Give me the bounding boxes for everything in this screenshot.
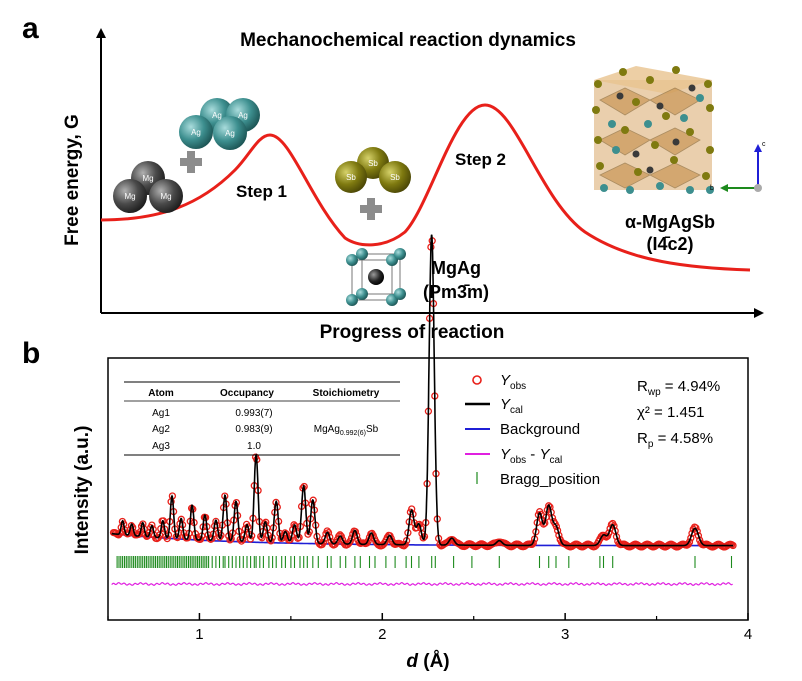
step-1-label: Step 1	[236, 182, 287, 201]
legend-marker-yobs	[472, 375, 482, 385]
mgagsb-crystal-structure	[592, 66, 714, 194]
crystal-axis-triad: c b	[710, 141, 766, 192]
ag-atom-label: Ag	[225, 129, 235, 138]
ycal-line	[111, 234, 734, 547]
table-cell: 0.993(7)	[235, 408, 272, 419]
yobs-point	[545, 502, 553, 510]
mg-atom-label: Mg	[160, 192, 171, 201]
x-axis-ticks: 1 2 3 4	[107, 613, 752, 643]
yobs-point	[212, 517, 220, 526]
table-cell: Ag3	[152, 441, 170, 452]
yobs-point	[692, 524, 700, 532]
table-cell: Ag1	[152, 408, 170, 419]
legend-label-difference: Yobs - Ycal	[500, 446, 562, 466]
panel-a-label: a	[22, 12, 39, 45]
table-cell-stoichiometry: MgAg0.992(6)Sb	[314, 424, 379, 437]
axis-c-label: c	[762, 141, 766, 148]
yobs-point	[539, 520, 548, 528]
bragg-ticks	[116, 556, 733, 568]
ag-atom-label: Ag	[212, 111, 222, 120]
yobs-point	[337, 532, 345, 540]
sb-atom-label: Sb	[368, 159, 378, 168]
table-header-stoichiometry: Stoichiometry	[313, 388, 380, 399]
energy-profile-curve	[100, 103, 751, 272]
refinement-statistics: Rwp = 4.94% χ² = 1.451 Rp = 4.58%	[637, 378, 720, 450]
yobs-point	[127, 522, 136, 530]
table-cell: 0.983(9)	[235, 424, 272, 435]
panel-a-title: Mechanochemical reaction dynamics	[240, 30, 576, 51]
yobs-point	[148, 521, 156, 529]
x-axis-label: d (Å)	[406, 651, 449, 672]
stat-rwp: Rwp = 4.94%	[637, 378, 720, 398]
legend: Yobs Ycal Background Yobs - Ycal Bragg_p…	[465, 372, 600, 488]
yobs-point	[552, 522, 561, 531]
y-axis-label: Intensity (a.u.)	[72, 426, 93, 555]
panel-b-label: b	[22, 337, 40, 370]
legend-label-ycal: Ycal	[500, 396, 523, 416]
mg-atom-label: Mg	[142, 174, 153, 183]
legend-label-yobs: Yobs	[500, 372, 526, 392]
table-cell: Ag2	[152, 424, 170, 435]
plus-icon	[180, 151, 202, 173]
legend-label-bragg: Bragg_position	[500, 471, 600, 488]
x-tick-label: 1	[195, 626, 203, 643]
sb-atom-cluster: Sb Sb Sb	[335, 147, 411, 193]
x-tick-label: 3	[561, 626, 569, 643]
yobs-point	[291, 522, 299, 530]
yobs-point	[323, 527, 331, 535]
stat-chi2: χ² = 1.451	[637, 404, 705, 421]
occupancy-table: Atom Occupancy Stoichiometry Ag1 0.993(7…	[124, 381, 400, 456]
plus-icon	[360, 198, 382, 220]
yobs-point	[216, 533, 224, 541]
product-name: α-MgAgSb	[625, 212, 715, 232]
table-cell: 1.0	[247, 441, 261, 452]
yobs-point	[351, 528, 360, 536]
stat-rp: Rp = 4.58%	[637, 430, 713, 450]
panel-b: b 1 2 3 4 Intensity (a.u.) d (Å) Atom Occup…	[22, 234, 752, 672]
intermediate-space-group: (Pm3̄m)	[423, 282, 489, 302]
yobs-point	[286, 536, 294, 544]
difference-line	[111, 581, 733, 587]
x-tick-label: 2	[378, 626, 386, 643]
ag-atom-cluster: Ag Ag Ag Ag	[179, 98, 260, 150]
panel-a: a Mechanochemical reaction dynamics Free…	[22, 12, 766, 343]
yobs-point	[319, 538, 328, 547]
yobs-point	[693, 527, 701, 535]
yobs-point	[605, 529, 613, 537]
product-space-group: (I4̄c2)	[646, 234, 693, 254]
ag-atom-label: Ag	[238, 111, 248, 120]
sb-atom-label: Sb	[390, 173, 400, 182]
step-2-label: Step 2	[455, 150, 506, 169]
mg-atom-cluster: Mg Mg Mg	[113, 161, 183, 213]
ag-atom-label: Ag	[191, 128, 201, 137]
sb-atom-label: Sb	[346, 173, 356, 182]
yobs-point	[237, 537, 246, 545]
table-header-occupancy: Occupancy	[220, 388, 274, 399]
plot-frame	[107, 357, 749, 621]
energy-axis-label: Free energy, G	[62, 114, 83, 246]
yobs-point	[415, 520, 424, 529]
table-header-atom: Atom	[148, 388, 174, 399]
mgag-unit-cell	[346, 248, 406, 306]
reaction-axis-label: Progress of reaction	[320, 322, 505, 343]
diffraction-plot	[109, 234, 737, 587]
axis-b-label: b	[710, 185, 714, 192]
mg-atom-label: Mg	[124, 192, 135, 201]
legend-label-background: Background	[500, 421, 580, 438]
intermediate-name: MgAg	[431, 258, 481, 278]
yobs-point	[114, 531, 123, 539]
yobs-point	[419, 534, 427, 542]
yobs-point	[226, 536, 234, 544]
x-tick-label: 4	[744, 626, 752, 643]
yobs-point	[163, 534, 171, 543]
